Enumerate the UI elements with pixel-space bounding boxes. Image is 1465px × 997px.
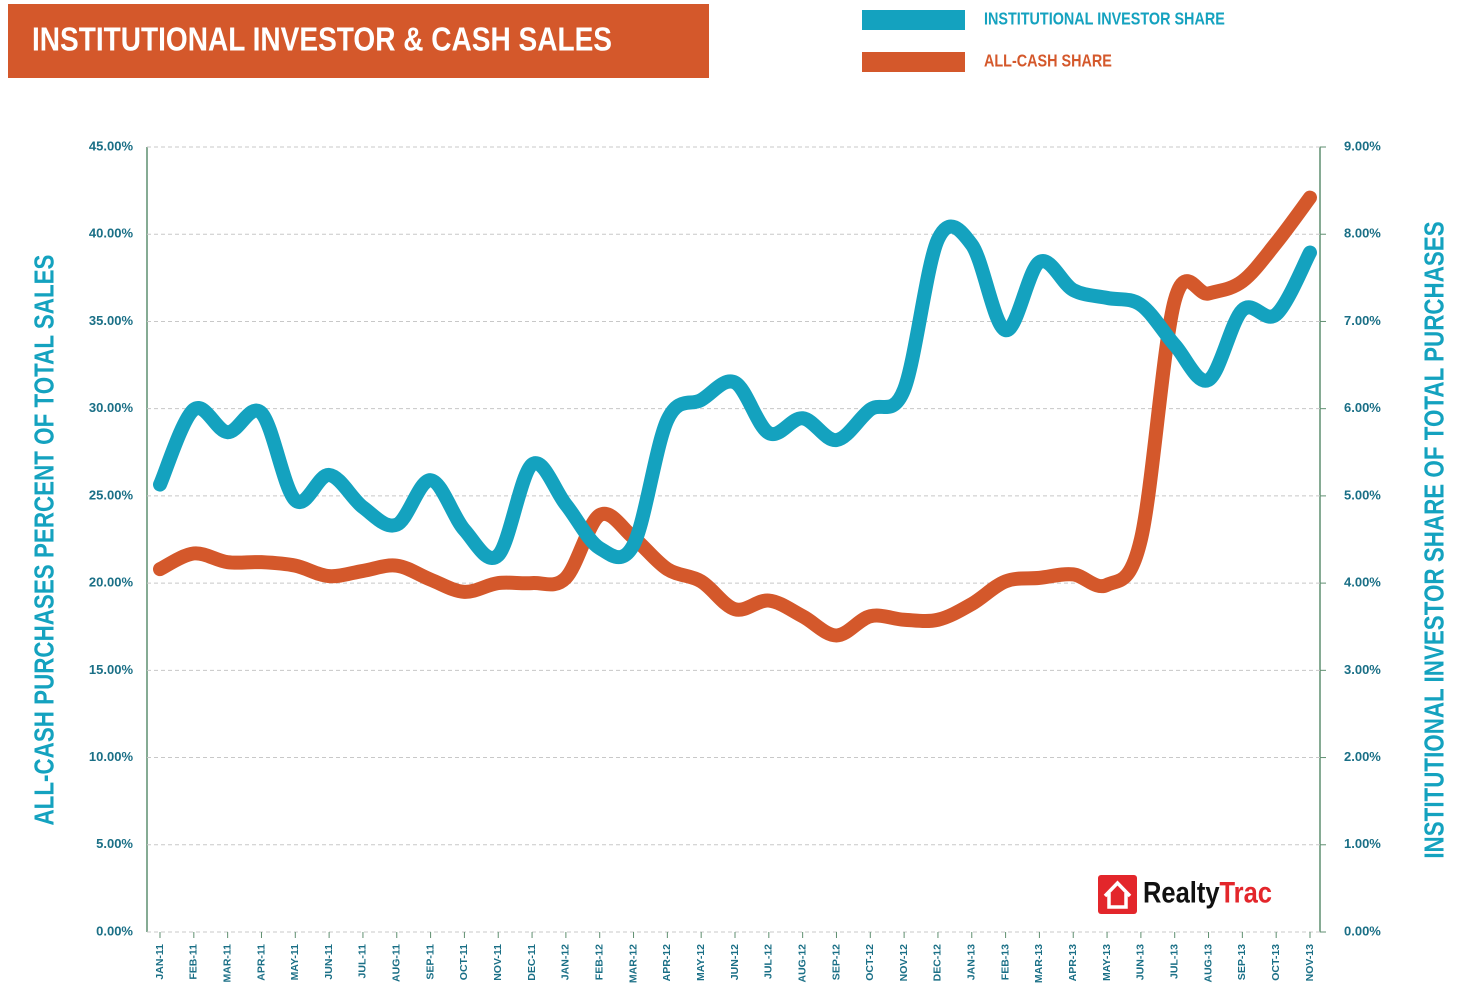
- legend-label: ALL-CASH SHARE: [984, 51, 1112, 71]
- x-tick-label: OCT-13: [1270, 944, 1282, 981]
- x-tick-label: AUG-13: [1202, 944, 1214, 983]
- y-tick-label: 10.00%: [89, 749, 134, 764]
- x-tick-label: DEC-11: [526, 944, 538, 981]
- x-tick-label: JUL-11: [357, 944, 369, 979]
- y2-tick-label: 9.00%: [1344, 138, 1381, 153]
- x-tick-label: JUN-12: [729, 944, 741, 980]
- x-tick-label: APR-12: [661, 944, 673, 982]
- legend-swatch: [862, 10, 965, 30]
- x-tick-label: SEP-13: [1236, 944, 1248, 980]
- y-tick-label: 5.00%: [96, 836, 133, 851]
- x-tick-label: NOV-13: [1304, 944, 1316, 982]
- y-tick-label: 40.00%: [89, 226, 134, 241]
- x-tick-label: MAR-13: [1033, 944, 1045, 983]
- x-tick-label: AUG-11: [391, 944, 403, 982]
- x-tick-label: JUN-11: [323, 944, 335, 980]
- y2-tick-label: 6.00%: [1344, 400, 1381, 415]
- x-tick-label: JUN-13: [1135, 944, 1147, 980]
- x-tick-label: OCT-11: [458, 944, 470, 980]
- y-tick-label: 15.00%: [89, 662, 134, 677]
- x-tick-label: NOV-11: [492, 944, 504, 981]
- y2-tick-label: 7.00%: [1344, 313, 1381, 328]
- y2-tick-label: 4.00%: [1344, 575, 1381, 590]
- legend-swatch: [862, 52, 965, 72]
- x-tick-label: JAN-11: [154, 944, 166, 980]
- y-tick-label: 35.00%: [89, 313, 134, 328]
- y-axis-label: ALL-CASH PURCHASES PERCENT OF TOTAL SALE…: [29, 255, 60, 826]
- y-tick-label: 0.00%: [96, 923, 133, 938]
- y-tick-label: 20.00%: [89, 575, 134, 590]
- x-tick-label: MAR-11: [221, 944, 233, 983]
- x-tick-label: MAY-11: [289, 944, 301, 981]
- logo-text: RealtyTrac: [1143, 876, 1272, 909]
- y2-axis-label: INSTITUTIONAL INVESTOR SHARE OF TOTAL PU…: [1419, 221, 1450, 858]
- x-tick-label: MAY-12: [695, 944, 707, 981]
- x-tick-label: MAR-12: [627, 944, 639, 983]
- y2-tick-label: 8.00%: [1344, 226, 1381, 241]
- x-tick-label: FEB-12: [593, 944, 605, 980]
- logo-house: [1103, 880, 1132, 909]
- chart-title: INSTITUTIONAL INVESTOR & CASH SALES: [32, 22, 612, 59]
- x-tick-label: JUL-12: [763, 944, 775, 979]
- series-line: [153, 219, 1317, 565]
- y2-tick-label: 1.00%: [1344, 836, 1381, 851]
- y2-tick-label: 5.00%: [1344, 487, 1381, 502]
- y2-tick-label: 0.00%: [1344, 923, 1381, 938]
- logo-part: Trac: [1220, 876, 1272, 909]
- x-tick-label: OCT-12: [864, 944, 876, 981]
- title-banner: [8, 4, 709, 78]
- series-line: [153, 190, 1317, 643]
- y2-tick-label: 3.00%: [1344, 662, 1381, 677]
- x-tick-label: JAN-13: [966, 944, 978, 980]
- legend-label: INSTITUTIONAL INVESTOR SHARE: [984, 9, 1225, 29]
- y-tick-label: 30.00%: [89, 400, 134, 415]
- x-tick-label: AUG-12: [796, 944, 808, 983]
- y-tick-label: 45.00%: [89, 138, 134, 153]
- x-tick-label: FEB-13: [999, 944, 1011, 980]
- y2-tick-label: 2.00%: [1344, 749, 1381, 764]
- x-tick-label: SEP-11: [424, 944, 436, 980]
- x-tick-label: JUL-13: [1168, 944, 1180, 979]
- x-tick-label: FEB-11: [188, 944, 200, 980]
- x-tick-label: MAY-13: [1101, 944, 1113, 981]
- x-tick-label: NOV-12: [898, 944, 910, 982]
- x-tick-label: DEC-12: [932, 944, 944, 982]
- x-tick-label: SEP-12: [830, 944, 842, 980]
- x-tick-label: APR-13: [1067, 944, 1079, 982]
- x-tick-label: APR-11: [255, 944, 267, 981]
- x-tick-label: JAN-12: [560, 944, 572, 980]
- logo-part: Realty: [1143, 876, 1220, 909]
- y-tick-label: 25.00%: [89, 487, 134, 502]
